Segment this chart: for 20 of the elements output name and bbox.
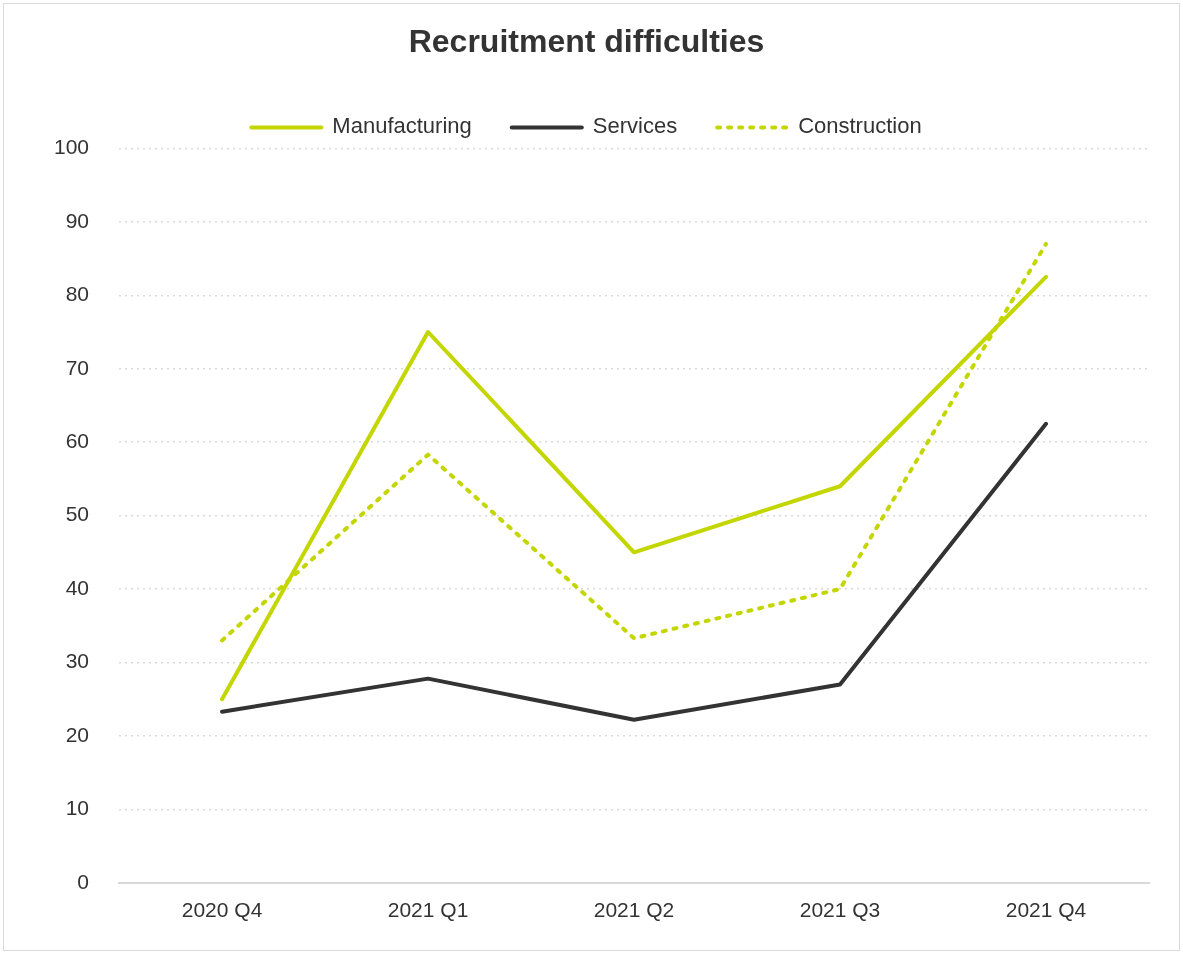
y-tick-label: 100 xyxy=(53,135,90,159)
x-tick-label: 2021 Q4 xyxy=(1005,898,1087,922)
y-tick-label: 10 xyxy=(65,796,90,820)
y-tick-label: 40 xyxy=(65,575,90,599)
x-tick-label: 2021 Q3 xyxy=(799,898,881,922)
x-tick-label: 2021 Q2 xyxy=(593,898,675,922)
legend-label: Construction xyxy=(798,113,922,139)
y-tick-label: 80 xyxy=(65,282,90,306)
y-tick-label: 90 xyxy=(65,208,90,232)
x-tick-label: 2020 Q4 xyxy=(181,898,263,922)
y-tick-label: 0 xyxy=(77,869,90,893)
y-tick-label: 50 xyxy=(65,502,90,526)
legend-label: Manufacturing xyxy=(332,113,472,139)
x-tick-label: 2021 Q1 xyxy=(387,898,469,922)
y-tick-label: 70 xyxy=(65,355,90,379)
legend-label: Services xyxy=(592,113,678,139)
y-tick-label: 30 xyxy=(65,649,90,673)
y-tick-label: 60 xyxy=(65,428,90,452)
y-tick-label: 20 xyxy=(65,722,90,746)
chart-title: Recruitment difficulties xyxy=(408,23,765,60)
